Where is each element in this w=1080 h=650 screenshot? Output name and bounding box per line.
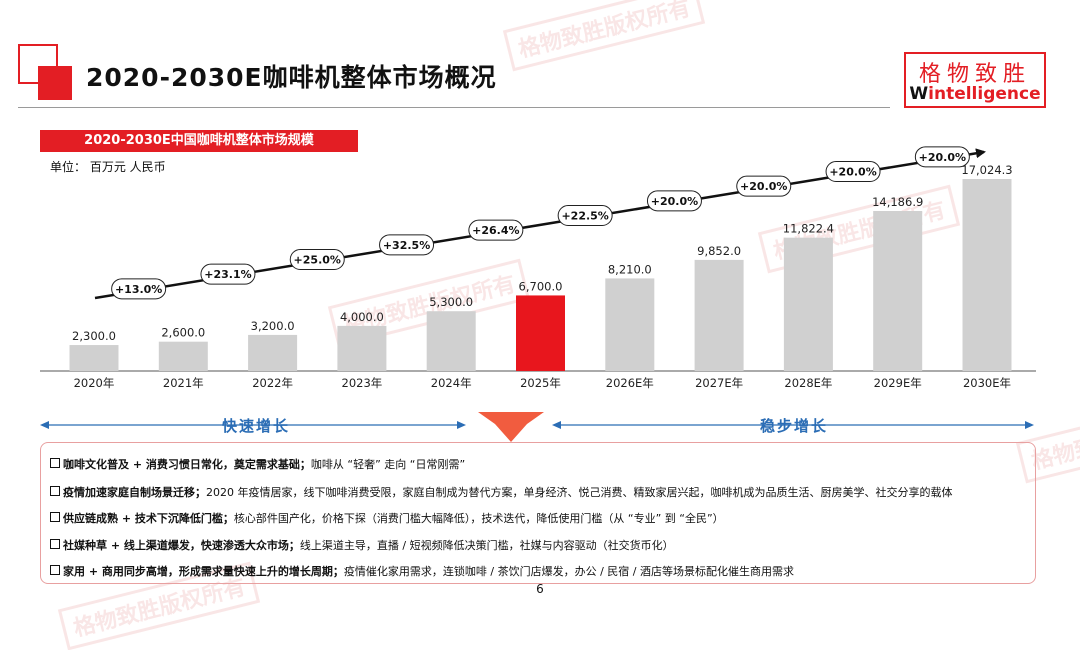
bar [248,334,298,371]
growth-rate-label: +20.0% [740,180,787,193]
x-tick-label: 2020年 [74,376,115,390]
bar-value-label: 8,210.0 [608,262,652,276]
phase-label-fast: 快速增长 [222,417,291,435]
growth-rate-bubble [379,234,435,256]
bar-value-label: 2,600.0 [161,326,205,340]
fast-phase-arrow-left [40,421,49,429]
bar [783,237,833,371]
growth-rate-bubble [468,219,524,241]
growth-rate-bubble [289,249,345,270]
bar [873,211,923,371]
growth-rate-label: +20.0% [651,195,698,208]
growth-rate-bubble [557,205,613,227]
driver-item: 疫情加速家庭自制场景迁移；2020 年疫情居家，线下咖啡消费受限，家庭自制成为替… [50,484,953,500]
checkbox-square-icon [50,512,60,522]
phase-arrows [40,412,1034,442]
x-tick-label: 2029E年 [874,376,922,390]
logo-chinese-text: 格物致胜 [918,62,1031,87]
x-tick-label: 2030E年 [963,376,1011,390]
phase-label-steady: 稳步增长 [760,417,829,435]
growth-rate-label: +22.5% [561,210,608,223]
x-tick-label: 2027E年 [695,376,743,390]
checkbox-square-icon [50,458,60,468]
phase-divider-arrow [478,412,544,442]
bar [69,345,119,371]
driver-item: 供应链成熟 + 技术下沉降低门槛；核心部件国产化，价格下探（消费门槛大幅降低），… [50,510,724,526]
market-size-chart: 2,300.0 2020年 2,600.0 2021年 3,200.0 2022年 4,00… [40,146,1036,390]
x-tick-label: 2021年 [163,376,204,390]
checkbox-square-icon [50,486,60,496]
brand-logo: 格物致胜 Wintelligence [904,52,1046,108]
page-number: 6 [536,582,544,596]
growth-rate-label: +26.4% [472,224,519,237]
growth-rate-bubble [646,190,702,212]
corner-decoration-fill [38,66,72,100]
bar-value-label: 17,024.3 [961,163,1012,177]
bar-value-label: 14,186.9 [872,195,923,209]
bar-value-label: 6,700.0 [519,279,563,293]
bar [962,179,1012,371]
x-tick-label: 2025年 [520,376,561,390]
checkbox-square-icon [50,565,60,575]
logo-english-text: Wintelligence [909,84,1041,104]
growth-rate-label: +20.0% [919,151,966,164]
x-tick-label: 2028E年 [784,376,832,390]
bar-value-label: 11,822.4 [783,222,834,236]
growth-rate-label: +23.1% [204,268,251,281]
bar [158,341,208,371]
checkbox-square-icon [50,539,60,549]
bar [694,259,744,371]
bar-value-label: 5,300.0 [429,295,473,309]
growth-rate-label: +25.0% [294,254,341,267]
growth-rate-bubble [200,263,256,285]
drivers-box [40,442,1036,584]
title-divider [18,107,890,108]
driver-item: 社媒种草 + 线上渠道爆发，快速渗透大众市场；线上渠道主导，直播 / 短视频降低… [50,537,674,553]
bar-value-label: 9,852.0 [697,244,741,258]
growth-rate-bubble [914,146,970,168]
bar [337,325,387,371]
steady-phase-arrow-right [1025,421,1034,429]
growth-rate-label: +20.0% [829,166,876,179]
bar-value-label: 3,200.0 [251,319,295,333]
bar [516,295,565,371]
x-tick-label: 2023年 [342,376,383,390]
unit-label: 单位： 百万元 人民币 [50,160,166,174]
bar-value-label: 4,000.0 [340,310,384,324]
steady-phase-arrow-left [552,421,561,429]
driver-item: 家用 + 商用同步高增，形成需求量快速上升的增长周期；疫情催化家用需求，连锁咖啡… [50,563,794,579]
fast-phase-arrow-right [457,421,466,429]
driver-item: 咖啡文化普及 + 消费习惯日常化，奠定需求基础；咖啡从 “轻奢” 走向 “日常刚… [50,456,465,472]
bar [426,311,476,371]
x-tick-label: 2026E年 [606,376,654,390]
x-tick-label: 2024年 [431,376,472,390]
growth-rate-bubble [825,161,881,183]
growth-rate-label: +13.0% [115,283,162,296]
x-tick-label: 2022年 [252,376,293,390]
page-title: 2020-2030E咖啡机整体市场概况 [86,63,497,92]
bar [605,278,655,371]
growth-rate-label: +32.5% [383,239,430,252]
growth-rate-bubble [736,175,792,197]
bar-value-label: 2,300.0 [72,329,116,343]
chart-title-bar: 2020-2030E中国咖啡机整体市场规模 [40,130,358,152]
growth-rate-bubble [111,278,167,300]
